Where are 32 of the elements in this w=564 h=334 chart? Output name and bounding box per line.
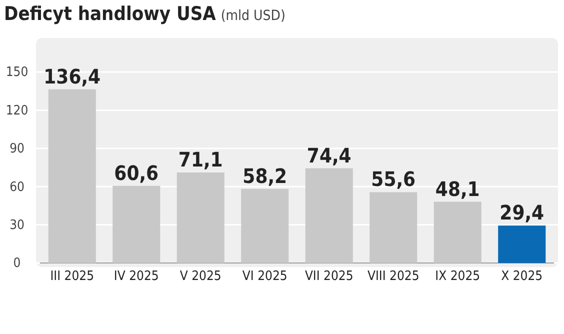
data-label: 29,4 [500,200,544,225]
x-tick-label: VI 2025 [242,269,288,284]
x-tick-label: VIII 2025 [367,269,420,284]
chart-subtitle: (mld USD) [220,8,286,24]
x-tick-label: IX 2025 [435,269,480,284]
bar [48,89,96,263]
data-label: 55,6 [371,167,416,192]
data-label: 58,2 [242,164,288,188]
x-tick-label: X 2025 [501,269,543,284]
bar [176,172,224,263]
x-tick-label: III 2025 [50,269,94,284]
y-tick-label: 0 [13,256,21,272]
data-label: 136,4 [44,64,101,88]
data-label: 48,1 [435,176,480,201]
y-tick-label: 60 [10,180,24,195]
y-tick-label: 90 [10,142,24,157]
y-tick-label: 120 [6,103,28,118]
bar [241,188,289,263]
chart-title: Deficyt handlowy USA [4,3,217,25]
data-label: 74,4 [306,143,352,168]
bar [305,168,353,263]
data-label: 71,1 [178,147,223,172]
y-tick-label: 30 [10,218,24,233]
bar [498,226,546,263]
x-tick-label: IV 2025 [114,269,159,284]
x-tick-label: V 2025 [180,269,222,284]
bar [370,192,418,263]
data-label: 60,6 [114,160,159,185]
y-tick-label: 150 [6,65,28,80]
bar [112,186,160,263]
bar [434,202,482,263]
x-tick-label: VII 2025 [304,269,354,284]
